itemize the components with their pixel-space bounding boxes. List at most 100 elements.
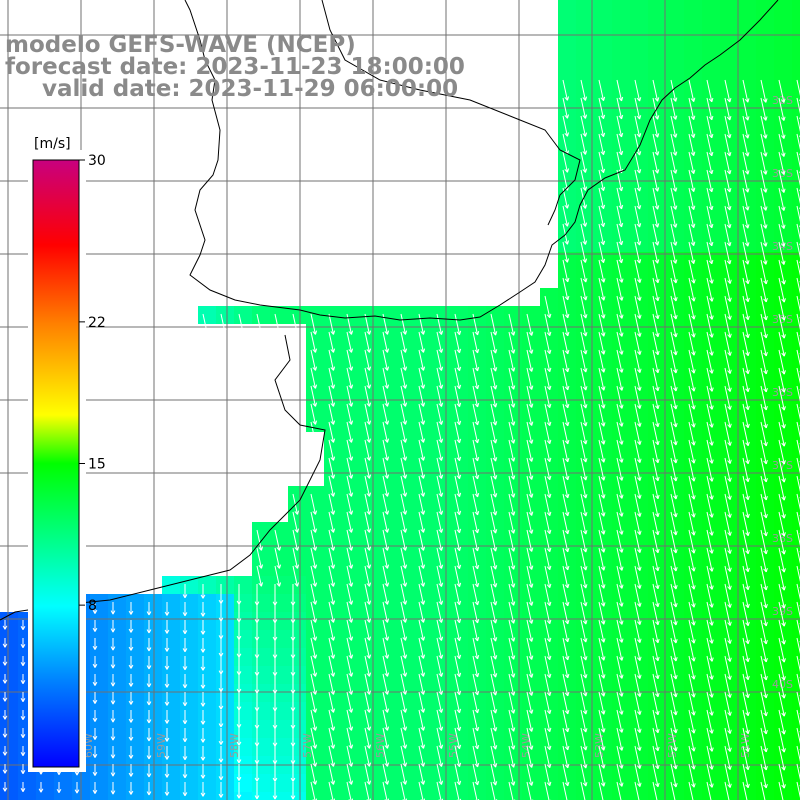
- wind-arrow: [634, 691, 642, 715]
- wind-arrow: [580, 97, 588, 119]
- wind-arrow: [110, 656, 116, 669]
- field-cell: [666, 54, 684, 72]
- wind-arrow: [616, 205, 624, 228]
- field-cell: [504, 306, 522, 324]
- wind-arrow: [128, 656, 134, 669]
- wind-arrow: [328, 331, 336, 353]
- field-cell: [288, 792, 306, 800]
- wind-arrow: [328, 601, 336, 623]
- wind-arrow: [652, 151, 660, 174]
- wind-arrow: [580, 205, 588, 227]
- wind-arrow: [616, 493, 624, 517]
- wind-arrow: [544, 421, 552, 445]
- wind-arrow: [128, 692, 134, 705]
- wind-arrow: [454, 763, 462, 786]
- wind-arrow: [454, 493, 462, 516]
- wind-arrow: [598, 511, 606, 535]
- field-cell: [144, 648, 162, 666]
- wind-arrow: [164, 656, 170, 670]
- wind-arrow: [472, 475, 480, 498]
- wind-arrow: [200, 710, 206, 725]
- field-cell: [270, 684, 288, 702]
- wind-arrow: [562, 619, 570, 643]
- field-cell: [126, 666, 144, 684]
- wind-arrow: [724, 619, 732, 644]
- field-cell: [306, 792, 324, 800]
- wind-arrow: [742, 547, 750, 573]
- wind-arrow: [364, 367, 372, 389]
- wind-arrow: [616, 439, 624, 463]
- field-cell: [126, 792, 144, 800]
- wind-arrow: [562, 277, 570, 301]
- wind-arrow: [526, 655, 534, 678]
- wind-arrow: [436, 475, 444, 497]
- wind-arrow: [526, 403, 534, 426]
- wind-arrow: [778, 475, 786, 501]
- wind-arrow: [652, 583, 660, 608]
- wind-arrow: [580, 511, 588, 535]
- wind-arrow: [328, 637, 336, 659]
- field-cell: [180, 774, 198, 792]
- wind-arrow: [290, 764, 296, 782]
- wind-arrow: [670, 565, 678, 590]
- wind-arrow: [364, 403, 372, 425]
- field-cell: [162, 684, 180, 702]
- wind-arrow: [616, 295, 624, 319]
- wind-arrow: [688, 691, 696, 716]
- wind-arrow: [598, 97, 606, 120]
- wind-arrow: [778, 259, 786, 285]
- wind-arrow: [544, 529, 552, 553]
- wind-arrow: [400, 763, 408, 785]
- wind-arrow: [688, 331, 696, 356]
- wind-arrow: [652, 115, 660, 138]
- wind-arrow: [346, 583, 354, 605]
- wind-arrow: [418, 367, 426, 389]
- wind-arrow: [508, 367, 516, 390]
- wind-arrow: [490, 745, 498, 768]
- wind-arrow: [128, 710, 134, 723]
- wind-arrow: [400, 385, 408, 407]
- field-cell: [144, 792, 162, 800]
- colorbar: [m/s] 30 22 15 8: [28, 136, 106, 772]
- field-cell: [216, 684, 234, 702]
- colorbar-ticks: 30 22 15 8: [79, 153, 106, 614]
- wind-arrow: [146, 728, 152, 742]
- wind-arrow: [364, 763, 372, 785]
- wind-arrow: [760, 151, 768, 175]
- wind-arrow: [580, 475, 588, 499]
- field-cell: [252, 522, 270, 540]
- wind-arrow: [544, 403, 552, 427]
- field-cell: [630, 792, 648, 800]
- wind-arrow: [670, 169, 678, 192]
- wind-arrow: [652, 133, 660, 156]
- wind-arrow: [562, 421, 570, 445]
- wind-arrow: [742, 763, 750, 789]
- wind-arrow: [164, 602, 170, 616]
- field-cell: [216, 306, 234, 324]
- wind-arrow: [778, 151, 786, 175]
- wind-arrow: [418, 331, 426, 353]
- wind-arrow: [182, 782, 188, 797]
- wind-arrow: [598, 151, 606, 174]
- wind-arrow: [544, 745, 552, 769]
- wind-arrow: [778, 349, 786, 375]
- field-cell: [144, 702, 162, 720]
- wind-arrow: [164, 746, 170, 760]
- field-cell: [162, 666, 180, 684]
- wind-arrow: [706, 241, 714, 265]
- wind-arrow: [724, 763, 732, 788]
- wind-arrow: [310, 547, 318, 569]
- wind-arrow: [562, 709, 570, 733]
- wind-arrow: [580, 367, 588, 391]
- field-cell: [234, 774, 252, 792]
- field-cell: [684, 18, 702, 36]
- wind-arrow: [490, 313, 498, 336]
- wind-arrow: [490, 637, 498, 660]
- wind-arrow: [652, 457, 660, 482]
- wind-arrow: [164, 692, 170, 706]
- wind-arrow: [110, 746, 116, 759]
- wind-arrow: [688, 259, 696, 284]
- wind-arrow: [182, 602, 188, 617]
- wind-arrow: [508, 439, 516, 462]
